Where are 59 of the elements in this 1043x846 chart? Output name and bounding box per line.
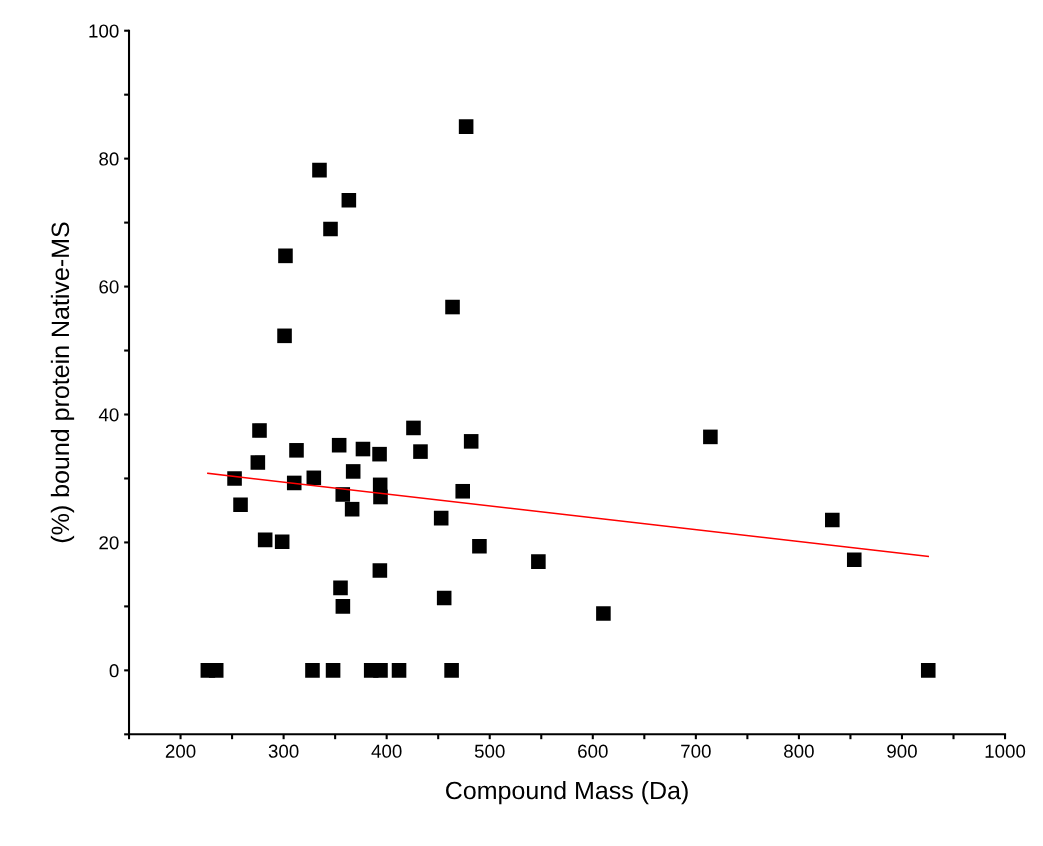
point <box>289 443 304 458</box>
point <box>373 663 388 678</box>
point <box>596 606 611 621</box>
y-tick-label: 40 <box>98 408 119 422</box>
point <box>436 590 452 606</box>
point <box>208 663 224 678</box>
point <box>372 446 387 462</box>
point <box>312 162 327 178</box>
point <box>323 221 338 237</box>
point <box>472 538 487 554</box>
x-tick-label: 800 <box>784 744 814 758</box>
point <box>335 599 351 614</box>
point <box>305 663 320 678</box>
point <box>433 510 449 526</box>
point <box>703 429 718 445</box>
point <box>250 455 266 470</box>
point <box>444 663 459 678</box>
y-axis-title: (%) bound protein Native-MS <box>50 222 75 543</box>
point <box>345 464 361 479</box>
point <box>463 434 479 449</box>
point <box>391 663 407 678</box>
point <box>325 663 341 678</box>
x-tick-label: 1000 <box>985 744 1026 758</box>
x-tick-label: 300 <box>268 744 299 758</box>
point <box>233 497 248 512</box>
point <box>274 534 290 550</box>
point <box>920 663 936 678</box>
x-tick-label: 600 <box>578 744 608 758</box>
point <box>458 119 474 134</box>
point <box>372 563 388 578</box>
point <box>445 299 460 315</box>
x-tick-label: 900 <box>887 744 917 758</box>
point <box>306 470 322 486</box>
y-tick-label: 80 <box>99 152 119 166</box>
point <box>455 483 471 499</box>
point <box>277 328 292 344</box>
point <box>252 423 267 438</box>
point <box>355 441 371 457</box>
y-tick-label: 20 <box>99 536 119 550</box>
point <box>344 501 360 517</box>
x-tick-label: 200 <box>165 744 196 758</box>
point <box>331 437 347 453</box>
x-axis-title: Compound Mass (Da) <box>446 780 688 805</box>
point <box>333 580 348 596</box>
x-tick-label: 400 <box>371 744 402 758</box>
y-tick-label: 60 <box>99 280 119 294</box>
x-tick-label: 700 <box>681 744 711 758</box>
point <box>278 248 293 264</box>
y-tick-label: 100 <box>89 24 119 38</box>
point <box>335 487 351 502</box>
point <box>413 444 428 459</box>
y-tick-label: 0 <box>109 664 119 678</box>
point <box>257 532 273 548</box>
point <box>825 512 840 528</box>
point <box>341 192 357 208</box>
point <box>406 420 421 436</box>
point <box>846 552 862 567</box>
point <box>531 554 546 569</box>
x-tick-label: 500 <box>474 744 505 758</box>
